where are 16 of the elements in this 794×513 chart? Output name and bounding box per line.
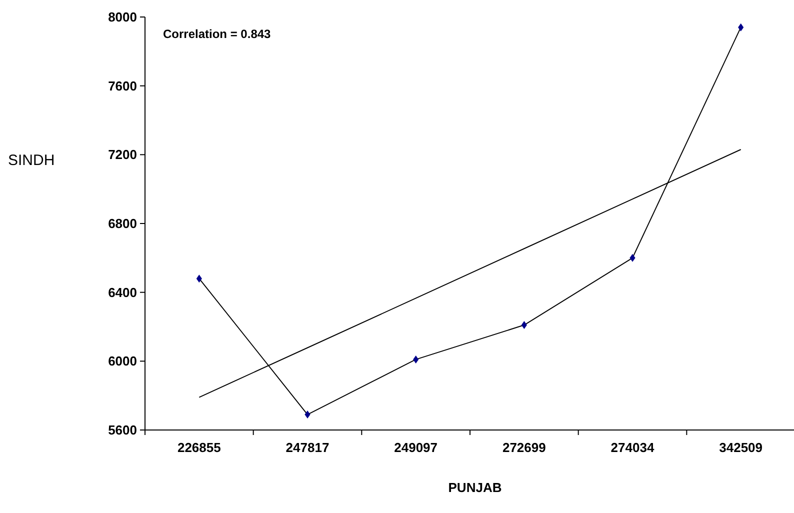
y-tick-label: 6400 [108,284,137,300]
x-tick-label: 272699 [502,440,546,455]
x-tick-label: 249097 [394,440,438,455]
y-tick-label: 5600 [108,422,137,438]
y-tick-label: 6000 [108,354,137,369]
annotation: Correlation = 0.843 [163,27,272,41]
y-tick-label: 6800 [108,216,137,232]
y-tick-label: 7600 [108,78,137,94]
x-tick-label: 247817 [286,440,330,455]
x-axis-title: PUNJAB [448,480,502,495]
x-tick-label: 226855 [177,440,221,455]
y-tick-label: 7200 [108,147,137,162]
y-axis-title: SINDH [8,152,55,169]
x-tick-label: 274034 [610,440,655,455]
y-tick-label: 8000 [108,10,137,25]
x-tick-label: 342509 [719,440,763,455]
